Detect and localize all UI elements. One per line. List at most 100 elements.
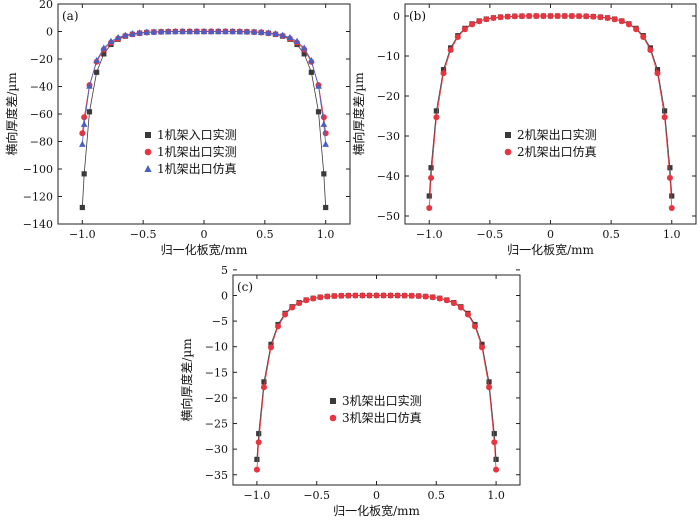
data-point (289, 304, 296, 311)
panel-label: (c) (237, 280, 253, 294)
data-point (300, 44, 308, 51)
data-point (493, 466, 500, 473)
data-point (666, 174, 673, 181)
data-point (321, 171, 327, 177)
data-point (81, 171, 87, 177)
data-point (590, 13, 597, 20)
data-point (286, 33, 294, 41)
y-axis-label: 横向厚度差/µm (179, 338, 194, 422)
data-point (576, 13, 583, 20)
x-tick-label: 0 (547, 228, 554, 241)
x-tick-label: 0 (201, 228, 208, 241)
plot-frame (57, 3, 351, 225)
y-tick-label: 0 (46, 26, 53, 39)
legend-label: 1机架出口实测 (157, 144, 237, 159)
series-line (428, 15, 673, 197)
data-point (222, 27, 229, 35)
data-point (257, 28, 265, 35)
data-point (320, 114, 327, 121)
data-point (352, 292, 359, 299)
legend-label: 3机架出口实测 (342, 393, 422, 408)
panel-label: (b) (409, 9, 426, 23)
data-point (86, 109, 93, 115)
data-point (324, 293, 331, 300)
legend-marker (144, 165, 152, 172)
data-point (429, 294, 436, 301)
data-point (186, 27, 193, 35)
y-tick-label: −5 (212, 315, 228, 328)
data-point (322, 140, 329, 147)
series-line (81, 31, 327, 134)
data-point (387, 292, 394, 299)
data-point (86, 82, 93, 89)
data-point (497, 14, 504, 21)
data-point (426, 205, 433, 211)
y-tick-label: −100 (23, 163, 53, 176)
data-point (611, 16, 618, 23)
data-point (394, 292, 401, 299)
data-point (428, 165, 434, 171)
x-tick-label: 0.5 (602, 228, 620, 241)
data-point (511, 13, 518, 20)
y-tick-label: 5 (221, 264, 228, 277)
y-tick-label: −60 (30, 108, 53, 121)
legend-marker (144, 148, 152, 156)
data-point (540, 13, 547, 20)
data-point (315, 109, 322, 115)
series-line (81, 31, 327, 208)
data-point (129, 30, 136, 37)
legend-marker (329, 414, 337, 422)
data-point (667, 165, 673, 171)
data-point (491, 431, 497, 437)
data-point (428, 174, 435, 181)
data-point (662, 108, 668, 114)
x-tick-label: 0.5 (256, 228, 274, 241)
data-point (533, 13, 540, 20)
y-tick-label: 0 (393, 10, 400, 23)
data-point (380, 292, 387, 299)
data-point (433, 108, 439, 114)
data-point (561, 13, 568, 20)
data-point (436, 295, 443, 302)
data-point (583, 13, 590, 20)
legend: 1机架入口实测 1机架出口实测 1机架出口仿真 (144, 127, 237, 176)
data-point (100, 44, 108, 51)
data-point (279, 31, 287, 38)
data-point (296, 300, 303, 307)
data-point (79, 204, 85, 211)
series-1 (426, 13, 675, 199)
data-point (315, 82, 322, 89)
y-tick-label: −140 (23, 218, 53, 231)
data-point (518, 13, 525, 20)
data-point (164, 27, 172, 35)
data-point (121, 31, 129, 38)
data-point (81, 114, 88, 121)
data-point (200, 27, 208, 35)
x-tick-label: 1.0 (317, 228, 335, 241)
data-point (317, 294, 324, 301)
data-point (568, 13, 575, 20)
series-2 (253, 292, 500, 473)
series-line (428, 15, 673, 209)
data-point (547, 13, 554, 19)
legend: 2机架出口实测 2机架出口仿真 (504, 127, 597, 159)
data-point (267, 344, 274, 351)
data-point (255, 439, 262, 446)
legend-label: 2机架出口实测 (517, 127, 597, 142)
data-point (443, 297, 450, 304)
series-line (256, 295, 497, 470)
data-point (654, 70, 661, 77)
data-point (440, 67, 447, 73)
data-point (486, 379, 492, 385)
y-tick-label: 0 (221, 289, 228, 302)
data-point (157, 28, 165, 35)
data-point (469, 21, 476, 28)
data-point (359, 292, 366, 299)
data-point (604, 14, 611, 21)
data-point (79, 140, 86, 147)
x-axis-label: 归一化板宽/mm (161, 242, 248, 257)
x-tick-label: −0.5 (130, 228, 157, 241)
data-point (461, 26, 468, 33)
data-point (668, 205, 675, 211)
